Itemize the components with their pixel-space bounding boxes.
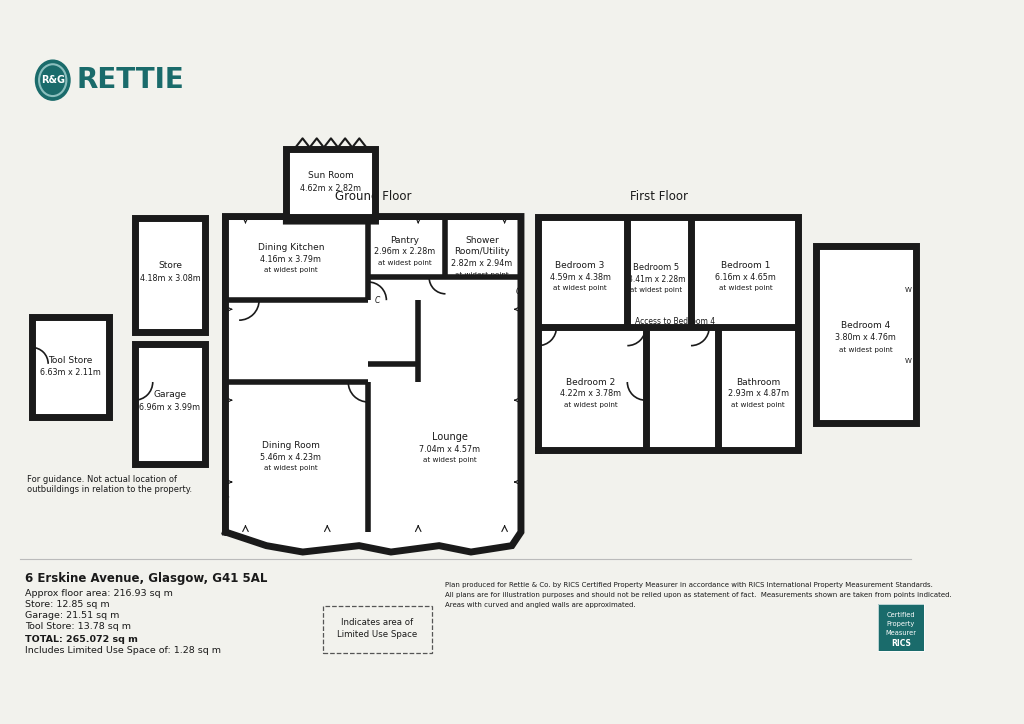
Text: Areas with curved and angled walls are approximated.: Areas with curved and angled walls are a…	[445, 602, 636, 608]
Text: W: W	[905, 287, 912, 293]
Text: Tool Store: Tool Store	[48, 355, 92, 365]
Text: 4.18m x 3.08m: 4.18m x 3.08m	[139, 274, 201, 283]
Text: Store: 12.85 sq m: Store: 12.85 sq m	[26, 600, 111, 609]
Text: Pantry: Pantry	[390, 236, 419, 245]
Text: 5.46m x 4.23m: 5.46m x 4.23m	[260, 453, 322, 462]
Text: Tool Store: 13.78 sq m: Tool Store: 13.78 sq m	[26, 622, 131, 631]
Text: All plans are for illustration purposes and should not be relied upon as stateme: All plans are for illustration purposes …	[445, 592, 952, 598]
Bar	[134, 219, 206, 332]
Text: at widest point: at widest point	[423, 457, 477, 463]
Text: 2.93m x 4.87m: 2.93m x 4.87m	[728, 390, 788, 398]
Text: Ground Floor: Ground Floor	[335, 190, 411, 203]
Bar	[879, 604, 924, 651]
Text: Measurer: Measurer	[886, 630, 916, 636]
Text: at widest point: at widest point	[839, 347, 892, 353]
Text: at widest point: at widest point	[378, 260, 431, 266]
Text: at widest point: at widest point	[264, 466, 317, 471]
Text: 3.80m x 4.76m: 3.80m x 4.76m	[836, 334, 896, 342]
Text: Plan produced for Rettie & Co. by RICS Certified Property Measurer in accordance: Plan produced for Rettie & Co. by RICS C…	[445, 582, 933, 588]
Text: C: C	[223, 496, 229, 505]
Text: at widest point: at widest point	[731, 402, 785, 408]
Bar	[134, 344, 206, 464]
Text: at widest point: at widest point	[631, 287, 682, 293]
Text: R&G: R&G	[41, 75, 65, 85]
Text: at widest point: at widest point	[719, 285, 772, 291]
Ellipse shape	[36, 60, 70, 100]
Text: 4.62m x 2.82m: 4.62m x 2.82m	[300, 184, 361, 193]
Text: Bedroom 5: Bedroom 5	[634, 263, 680, 272]
Text: Certified: Certified	[887, 612, 915, 618]
Text: Property: Property	[887, 621, 915, 627]
Text: at widest point: at widest point	[553, 285, 607, 291]
Text: Shower: Shower	[465, 236, 499, 245]
Bar	[815, 245, 915, 423]
Text: 4.16m x 3.79m: 4.16m x 3.79m	[260, 255, 322, 264]
Bar	[32, 316, 110, 416]
Text: 6 Erskine Avenue, Glasgow, G41 5AL: 6 Erskine Avenue, Glasgow, G41 5AL	[26, 572, 268, 585]
Text: Access to Bedroom 4: Access to Bedroom 4	[635, 316, 715, 326]
Text: Bedroom 1: Bedroom 1	[721, 261, 770, 270]
Bar	[323, 606, 432, 653]
Text: Bedroom 2: Bedroom 2	[566, 377, 615, 387]
Polygon shape	[539, 216, 799, 450]
Text: Bedroom 4: Bedroom 4	[841, 321, 890, 329]
Text: Indicates area of: Indicates area of	[341, 618, 414, 628]
Bar	[287, 149, 376, 216]
Text: 2.82m x 2.94m: 2.82m x 2.94m	[452, 259, 512, 269]
Text: W: W	[905, 358, 912, 364]
Text: Store: Store	[158, 261, 182, 270]
Text: C: C	[515, 287, 521, 295]
Text: at widest point: at widest point	[455, 272, 509, 278]
Text: Room/Utility: Room/Utility	[454, 248, 510, 256]
Polygon shape	[225, 216, 521, 552]
Text: 4.22m x 3.78m: 4.22m x 3.78m	[560, 390, 622, 398]
Text: 2.96m x 2.28m: 2.96m x 2.28m	[374, 248, 435, 256]
Text: Garage: Garage	[154, 390, 186, 399]
Text: Lounge: Lounge	[432, 432, 468, 442]
Text: RETTIE: RETTIE	[77, 66, 184, 94]
Text: Sun Room: Sun Room	[308, 171, 354, 180]
Text: Limited Use Space: Limited Use Space	[337, 631, 418, 639]
Text: 4.59m x 4.38m: 4.59m x 4.38m	[550, 273, 610, 282]
Text: Bathroom: Bathroom	[736, 377, 780, 387]
Text: 6.96m x 3.99m: 6.96m x 3.99m	[139, 403, 201, 412]
Bar	[879, 604, 924, 651]
Text: 3.41m x 2.28m: 3.41m x 2.28m	[628, 275, 685, 284]
Text: TOTAL: 265.072 sq m: TOTAL: 265.072 sq m	[26, 635, 138, 644]
Text: 7.04m x 4.57m: 7.04m x 4.57m	[420, 445, 480, 454]
Text: 6.63m x 2.11m: 6.63m x 2.11m	[40, 369, 100, 377]
Text: Garage: 21.51 sq m: Garage: 21.51 sq m	[26, 611, 120, 620]
Text: 6.16m x 4.65m: 6.16m x 4.65m	[715, 273, 776, 282]
Text: For guidance. Not actual location of
outbuildings in relation to the property.: For guidance. Not actual location of out…	[28, 475, 193, 494]
Text: at widest point: at widest point	[564, 402, 617, 408]
Text: First Floor: First Floor	[630, 190, 688, 203]
Text: Dining Kitchen: Dining Kitchen	[258, 243, 325, 252]
Text: C: C	[375, 295, 380, 305]
Text: Dining Room: Dining Room	[262, 441, 319, 450]
Text: Includes Limited Use Space of: 1.28 sq m: Includes Limited Use Space of: 1.28 sq m	[26, 646, 221, 654]
Text: at widest point: at widest point	[264, 267, 317, 273]
Text: RICS: RICS	[891, 639, 911, 649]
Text: Bedroom 3: Bedroom 3	[555, 261, 605, 270]
Text: Approx floor area: 216.93 sq m: Approx floor area: 216.93 sq m	[26, 589, 173, 598]
